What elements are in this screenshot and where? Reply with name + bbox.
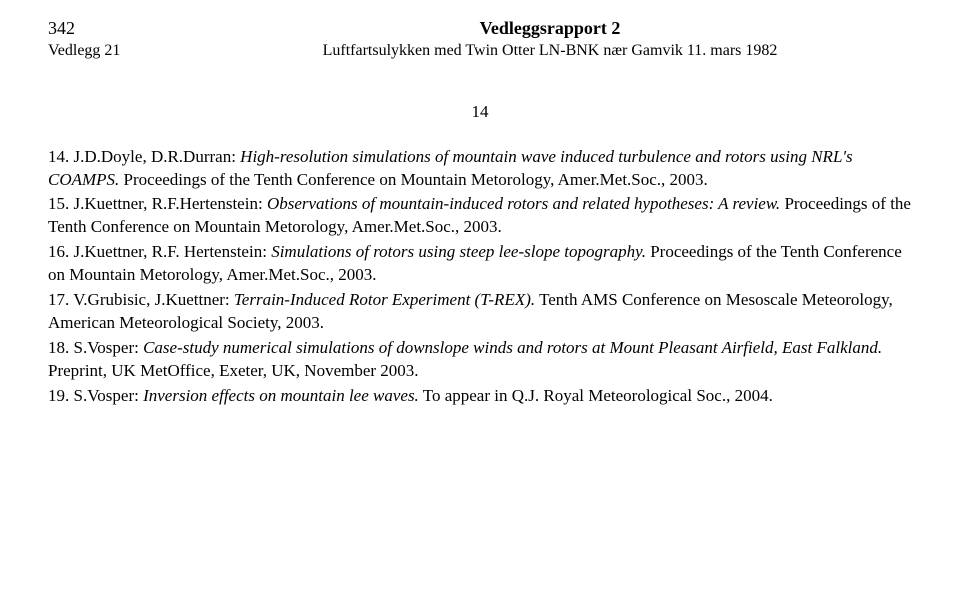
ref-rest: Proceedings of the Tenth Conference on M… [119,170,708,189]
ref-authors: S.Vosper: [74,386,139,405]
ref-authors: J.Kuettner, R.F. Hertenstein: [74,242,267,261]
ref-rest: To appear in Q.J. Royal Meteorological S… [419,386,773,405]
ref-authors: S.Vosper: [74,338,139,357]
reference-item: 14. J.D.Doyle, D.R.Durran: High-resoluti… [48,146,912,192]
ref-authors: V.Grubisic, J.Kuettner: [73,290,229,309]
reference-item: 19. S.Vosper: Inversion effects on mount… [48,385,912,408]
ref-title: Observations of mountain-induced rotors … [267,194,780,213]
inner-page-number: 14 [48,102,912,122]
ref-title: Terrain-Induced Rotor Experiment (T-REX)… [234,290,535,309]
ref-number: 17. [48,290,69,309]
ref-title: Inversion effects on mountain lee waves. [143,386,419,405]
ref-title: Simulations of rotors using steep lee-sl… [271,242,646,261]
page-number-outer: 342 [48,18,188,40]
header-row-2: Vedlegg 21 Luftfartsulykken med Twin Ott… [48,42,912,60]
report-title: Vedleggsrapport 2 [188,18,912,40]
ref-number: 16. [48,242,69,261]
document-page: 342 Vedleggsrapport 2 Vedlegg 21 Luftfar… [0,0,960,408]
header-row-1: 342 Vedleggsrapport 2 [48,18,912,40]
ref-number: 14. [48,147,69,166]
ref-authors: J.D.Doyle, D.R.Durran: [74,147,236,166]
ref-number: 19. [48,386,69,405]
reference-item: 15. J.Kuettner, R.F.Hertenstein: Observa… [48,193,912,239]
ref-authors: J.Kuettner, R.F.Hertenstein: [74,194,263,213]
ref-number: 15. [48,194,69,213]
reference-list: 14. J.D.Doyle, D.R.Durran: High-resoluti… [48,146,912,408]
reference-item: 17. V.Grubisic, J.Kuettner: Terrain-Indu… [48,289,912,335]
ref-title: Case-study numerical simulations of down… [143,338,882,357]
report-subtitle: Luftfartsulykken med Twin Otter LN-BNK n… [188,42,912,60]
appendix-label: Vedlegg 21 [48,42,188,60]
ref-number: 18. [48,338,69,357]
reference-item: 18. S.Vosper: Case-study numerical simul… [48,337,912,383]
ref-rest: Preprint, UK MetOffice, Exeter, UK, Nove… [48,361,419,380]
reference-item: 16. J.Kuettner, R.F. Hertenstein: Simula… [48,241,912,287]
